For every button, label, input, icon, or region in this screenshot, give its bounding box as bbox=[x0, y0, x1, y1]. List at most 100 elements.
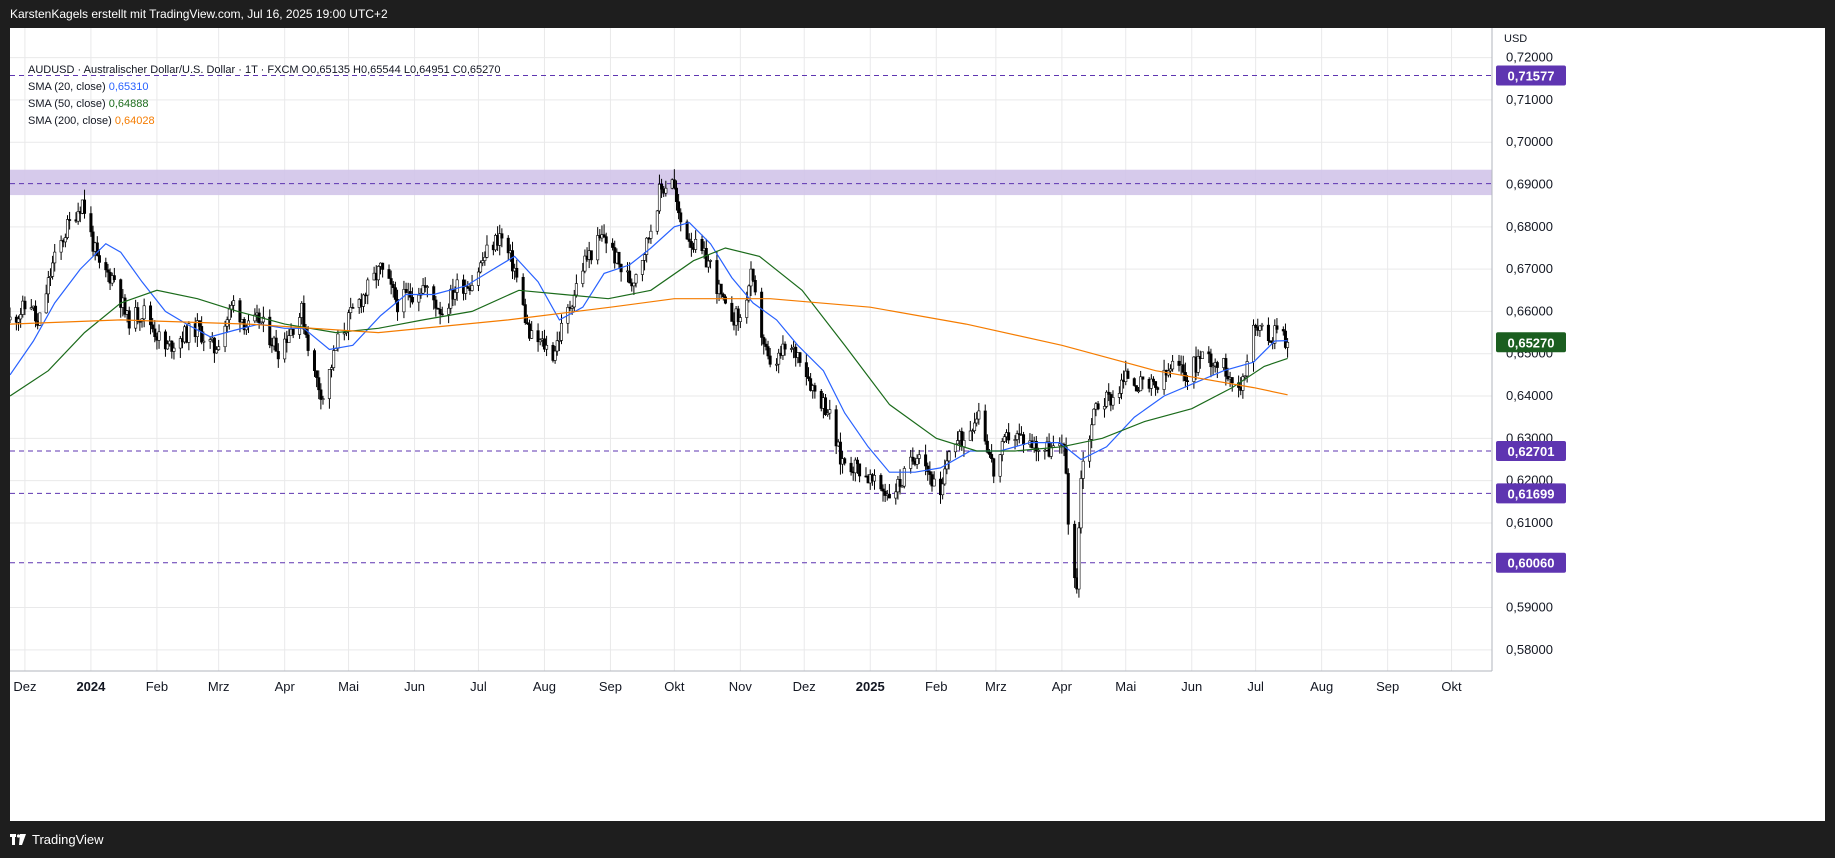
candle bbox=[217, 339, 221, 351]
candle-body bbox=[19, 314, 23, 320]
candle bbox=[970, 428, 974, 442]
candle-body bbox=[244, 326, 248, 331]
candle bbox=[1275, 318, 1279, 334]
ohlc-open: 0,65135 bbox=[310, 64, 350, 76]
candle-body bbox=[202, 340, 206, 343]
candle-body bbox=[704, 247, 708, 268]
candle bbox=[1237, 375, 1241, 398]
candle-body bbox=[983, 410, 987, 442]
candle-body bbox=[525, 322, 529, 325]
candle-body bbox=[583, 255, 587, 272]
candle-body bbox=[855, 459, 859, 465]
candle-body bbox=[321, 398, 325, 400]
candle-body bbox=[766, 346, 770, 357]
candle-body bbox=[1034, 440, 1038, 452]
candle-body bbox=[500, 233, 504, 239]
y-tick-label: 0,59000 bbox=[1506, 600, 1553, 615]
candle bbox=[283, 332, 287, 363]
candle-body bbox=[581, 270, 585, 284]
candle-body bbox=[434, 299, 438, 309]
candle bbox=[376, 265, 380, 286]
candle bbox=[402, 280, 406, 319]
y-tick-label: 0,70000 bbox=[1506, 134, 1553, 149]
candle bbox=[455, 273, 459, 301]
candle bbox=[404, 282, 408, 294]
candle bbox=[200, 316, 204, 345]
candle bbox=[29, 299, 33, 311]
candle bbox=[915, 454, 919, 469]
candle bbox=[521, 273, 525, 307]
candle bbox=[1171, 355, 1175, 372]
candle-body bbox=[694, 238, 698, 250]
candle bbox=[775, 358, 779, 372]
candle-body bbox=[1064, 446, 1068, 474]
candle-body bbox=[723, 296, 727, 304]
candle bbox=[1215, 360, 1219, 379]
symbol-row[interactable]: AUDUSD · Australischer Dollar/U.S. Dolla… bbox=[28, 62, 500, 79]
candle bbox=[1200, 351, 1204, 359]
candle-body bbox=[902, 468, 906, 487]
candle bbox=[1043, 449, 1047, 460]
candle bbox=[479, 260, 483, 274]
candle bbox=[1281, 326, 1285, 336]
candle bbox=[715, 250, 719, 304]
candle bbox=[432, 284, 436, 310]
candle-body bbox=[1105, 391, 1109, 407]
chart-area[interactable]: USD 0,72000 0,71000 0,70000 0,69000 0,68000 0,… bbox=[10, 28, 1825, 821]
candle-body bbox=[17, 318, 21, 323]
indicator-sma20[interactable]: SMA (20, close) 0,65310 bbox=[28, 79, 500, 96]
candle bbox=[153, 320, 157, 343]
candles bbox=[10, 169, 1290, 598]
candle-body bbox=[23, 300, 27, 310]
candle bbox=[515, 259, 519, 283]
candle bbox=[674, 180, 678, 211]
candle bbox=[215, 346, 219, 354]
candle bbox=[898, 469, 902, 495]
candle bbox=[1036, 447, 1040, 462]
candle bbox=[911, 447, 915, 465]
tradingview-logo[interactable]: TradingView bbox=[10, 832, 104, 847]
x-tick-label: Mai bbox=[338, 679, 359, 694]
candle bbox=[853, 457, 857, 482]
x-tick-label: Sep bbox=[1376, 679, 1399, 694]
candle-body bbox=[542, 338, 546, 350]
candle-body bbox=[287, 335, 291, 343]
indicator-label: SMA (200, close) bbox=[28, 115, 112, 127]
price-axis-bg bbox=[1492, 28, 1825, 821]
candle-body bbox=[926, 465, 930, 472]
y-tick-label: 0,67000 bbox=[1506, 261, 1553, 276]
candle-body bbox=[38, 312, 42, 326]
candle bbox=[766, 340, 770, 360]
candle bbox=[992, 457, 996, 484]
candle bbox=[244, 323, 248, 335]
candle-body bbox=[753, 280, 757, 293]
candle bbox=[447, 303, 451, 324]
indicator-sma200[interactable]: SMA (200, close) 0,64028 bbox=[28, 113, 500, 130]
candle-body bbox=[274, 337, 278, 352]
candle bbox=[902, 466, 906, 489]
candle bbox=[1000, 438, 1004, 462]
candle bbox=[381, 262, 385, 278]
candle bbox=[1258, 325, 1262, 337]
candle-body bbox=[1209, 353, 1213, 368]
candle-body bbox=[149, 305, 153, 326]
price-chart[interactable]: USD 0,72000 0,71000 0,70000 0,69000 0,68000 0,… bbox=[10, 28, 1825, 821]
candle-body bbox=[200, 326, 204, 343]
candle-body bbox=[319, 389, 323, 400]
candle-body bbox=[1088, 439, 1092, 462]
candle-body bbox=[719, 283, 723, 295]
candle bbox=[1007, 423, 1011, 444]
candle-body bbox=[589, 250, 593, 261]
candle-body bbox=[970, 430, 974, 432]
candle-body bbox=[1254, 324, 1258, 328]
indicator-sma50[interactable]: SMA (50, close) 0,64888 bbox=[28, 96, 500, 113]
candle bbox=[536, 323, 540, 352]
candle-body bbox=[992, 458, 996, 477]
candle bbox=[804, 353, 808, 386]
x-tick-label: Feb bbox=[925, 679, 947, 694]
candle-body bbox=[932, 478, 936, 487]
candle-body bbox=[657, 183, 661, 212]
candle bbox=[977, 402, 981, 425]
candle bbox=[483, 251, 487, 266]
candle-body bbox=[157, 331, 161, 341]
